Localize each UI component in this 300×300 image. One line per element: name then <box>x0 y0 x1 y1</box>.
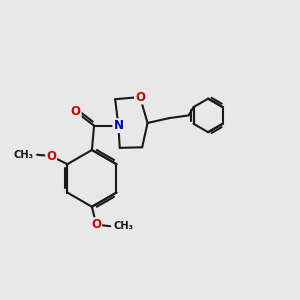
Text: O: O <box>135 91 145 103</box>
Text: O: O <box>46 150 56 163</box>
Text: CH₃: CH₃ <box>113 221 134 231</box>
Text: CH₃: CH₃ <box>14 150 34 160</box>
Text: O: O <box>91 218 101 231</box>
Text: O: O <box>71 105 81 118</box>
Text: N: N <box>113 119 123 132</box>
